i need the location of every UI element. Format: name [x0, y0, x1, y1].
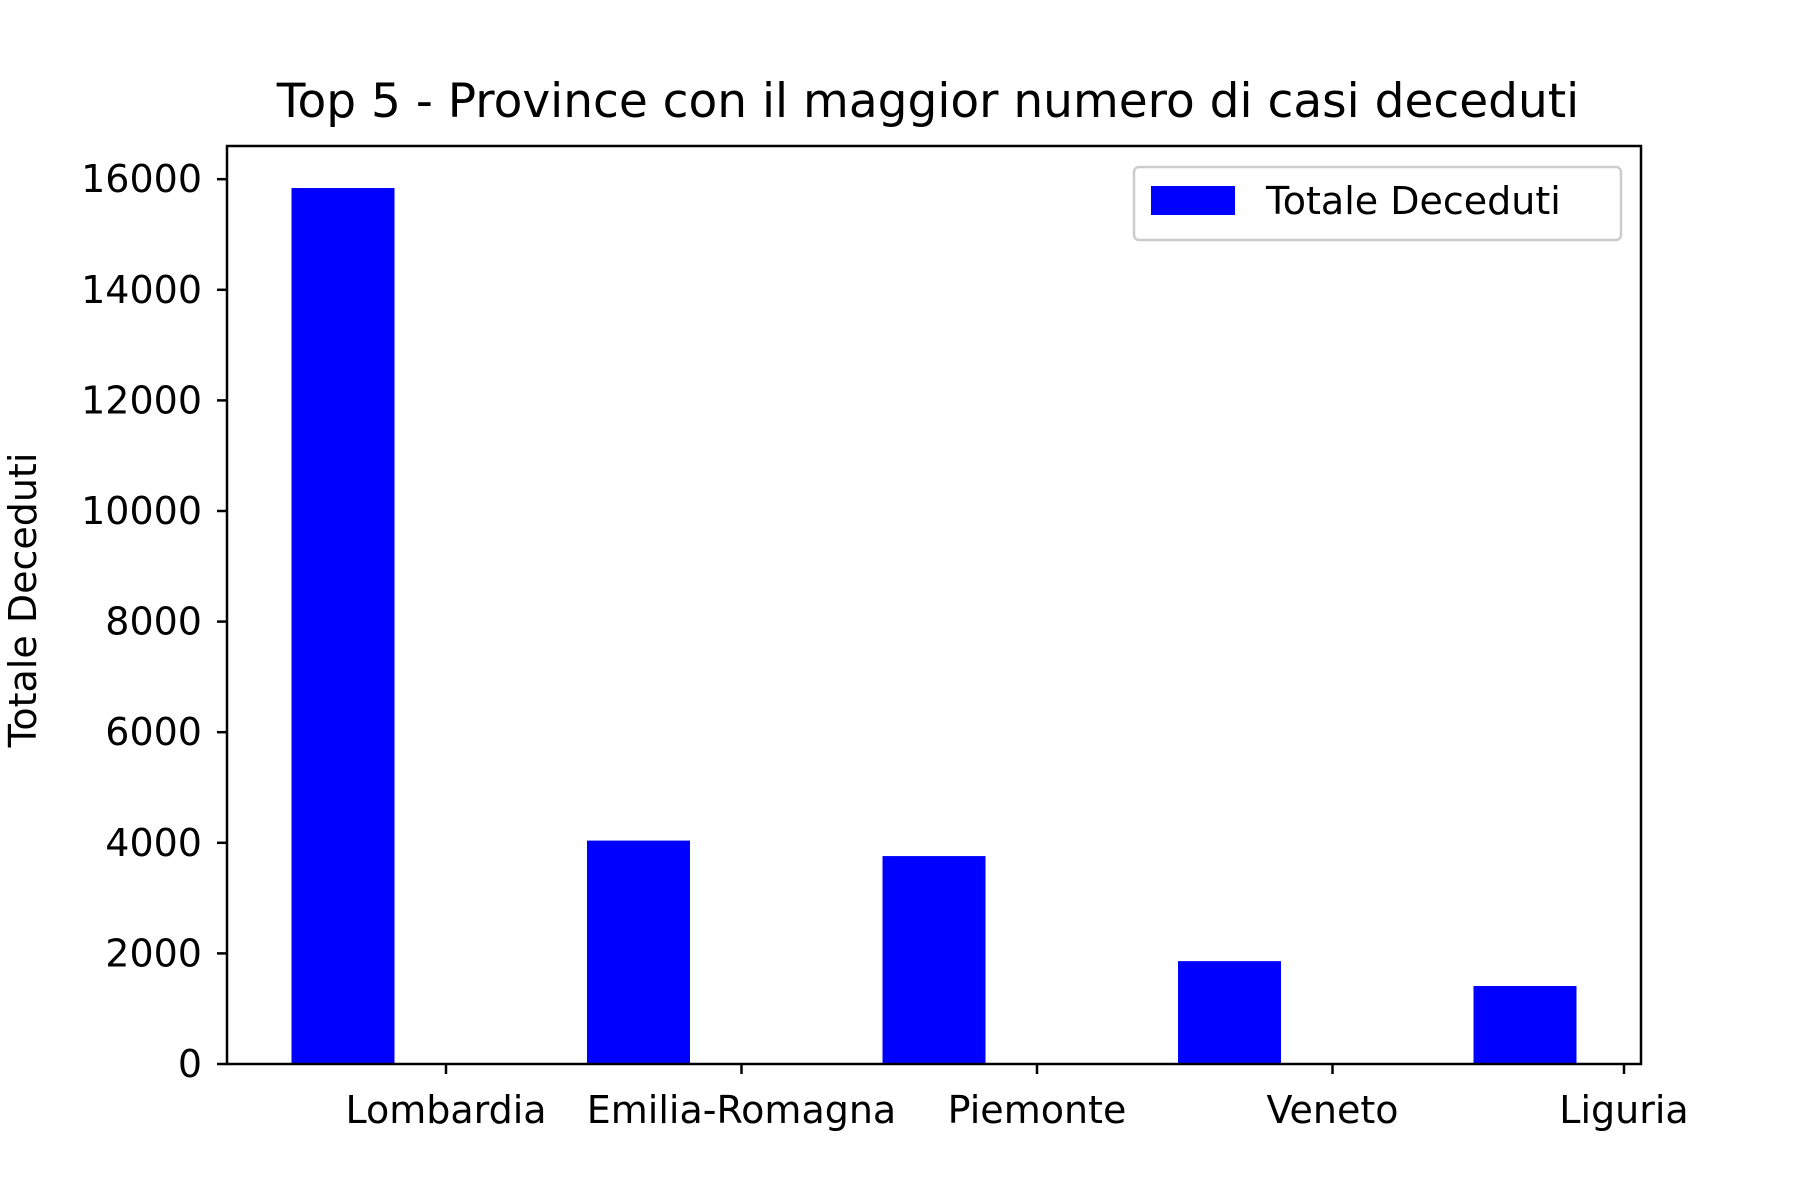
- x-tick-label-emilia-romagna: Emilia-Romagna: [587, 1088, 896, 1132]
- plot-frame: [225, 144, 1643, 1066]
- x-axis-ticks: Lombardia Emilia-Romagna Piemonte Veneto Lig…: [345, 1064, 1689, 1132]
- y-tick-label-8000: 8000: [105, 600, 202, 644]
- bars-group: [291, 188, 1577, 1064]
- y-tick-label-4000: 4000: [105, 821, 202, 865]
- x-tick-label-piemonte: Piemonte: [948, 1088, 1127, 1132]
- x-tick-label-liguria: Liguria: [1559, 1088, 1688, 1132]
- y-tick-label-10000: 10000: [81, 489, 202, 533]
- chart-title: Top 5 - Province con il maggior numero d…: [276, 74, 1579, 129]
- legend-swatch: [1151, 186, 1235, 215]
- x-tick-label-lombardia: Lombardia: [345, 1088, 546, 1132]
- bar-veneto: [1178, 961, 1281, 1064]
- bar-emilia-romagna: [587, 840, 690, 1064]
- legend-label: Totale Deceduti: [1265, 179, 1561, 223]
- x-tick-label-veneto: Veneto: [1266, 1088, 1398, 1132]
- y-axis-label: Totale Deceduti: [1, 453, 45, 749]
- bar-lombardia: [291, 188, 395, 1064]
- y-tick-label-12000: 12000: [81, 378, 202, 422]
- legend-box: [1132, 165, 1623, 242]
- y-tick-label-16000: 16000: [81, 157, 202, 201]
- y-tick-label-14000: 14000: [81, 268, 202, 312]
- y-tick-label-6000: 6000: [105, 710, 202, 754]
- legend: Totale Deceduti: [1132, 165, 1623, 242]
- bar-liguria: [1473, 986, 1577, 1064]
- y-tick-label-2000: 2000: [105, 931, 202, 975]
- y-tick-label-0: 0: [178, 1042, 202, 1086]
- bar-piemonte: [882, 856, 986, 1064]
- y-axis-ticks: 0 2000 4000 6000 8000 10000 12000 14000 16000: [81, 157, 227, 1086]
